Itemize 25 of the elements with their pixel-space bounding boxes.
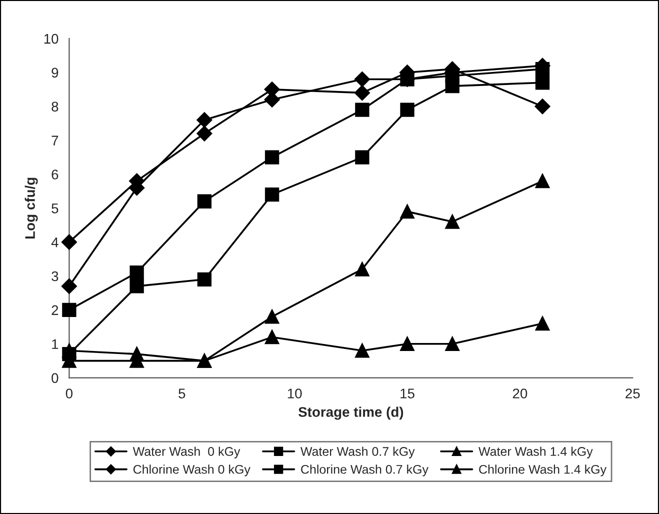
x-tick-label: 0 [66,388,73,398]
y-tick-label: 10 [44,34,58,44]
y-axis-title: Log cfu/g [24,178,38,238]
legend-label: Water Wash 0 kGy [132,446,240,458]
y-tick-label: 8 [52,102,58,112]
y-tick-label: 7 [52,136,58,146]
y-tick-label: 4 [51,238,58,248]
y-tick-label: 3 [52,271,58,282]
legend-label: Water Wash 0.7 kGy [300,446,415,458]
y-tick-label: 0 [52,373,58,383]
x-tick-label: 15 [400,388,414,398]
x-tick-label: 5 [178,388,186,398]
y-tick-label: 1 [52,339,58,349]
x-axis-title: Storage time (d) [298,406,404,420]
y-tick-label: 2 [52,305,58,315]
x-tick-label: 25 [626,388,640,398]
y-tick-label: 9 [52,68,58,78]
legend-label: Water Wash 1.4 kGy [478,446,593,458]
legend-label: Chlorine Wash 0.7 kGy [301,464,428,476]
y-tick-label: 5 [52,204,58,214]
legend-label: Chlorine Wash 1.4 kGy [479,464,607,476]
x-tick-label: 20 [512,388,528,398]
y-tick-label: 6 [52,170,58,180]
legend-label: Chlorine Wash 0 kGy [133,464,250,476]
x-tick-label: 10 [288,388,302,398]
